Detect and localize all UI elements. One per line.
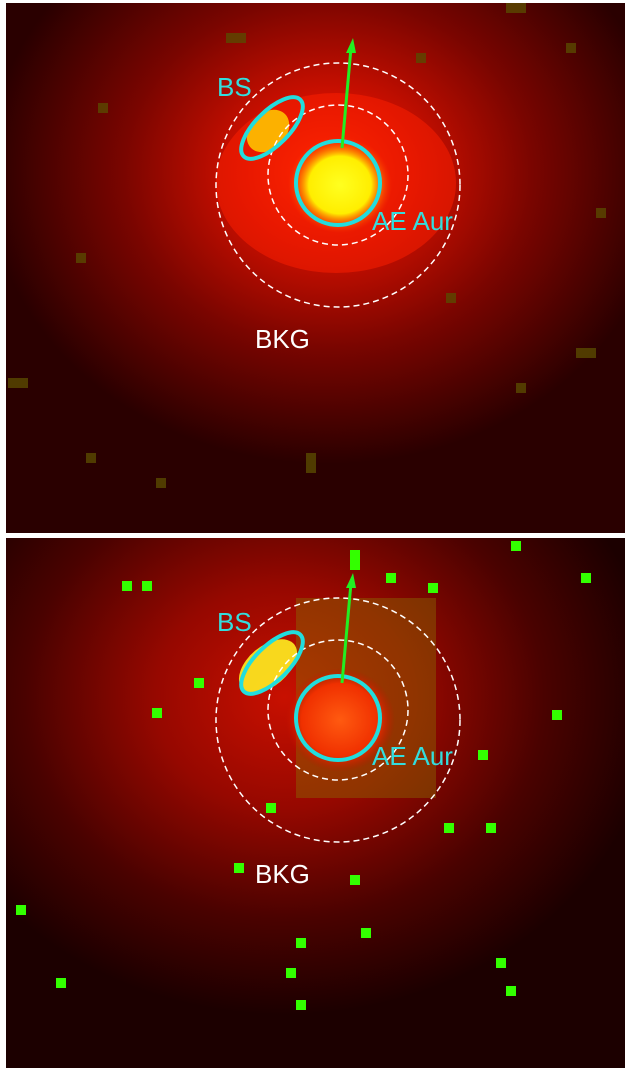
- background-annulus-outer: [215, 62, 461, 308]
- star-region: [294, 674, 382, 762]
- background-label: BKG: [255, 859, 310, 889]
- panel-top: BS AE Aur BKG: [6, 3, 625, 533]
- background-annulus-inner: [267, 639, 409, 781]
- bow-shock-region: [239, 95, 305, 161]
- star-label: AE Aur: [372, 741, 453, 771]
- motion-arrowhead: [346, 573, 356, 588]
- background-label: BKG: [255, 324, 310, 354]
- star-label: AE Aur: [372, 206, 453, 236]
- pixel-noise: [8, 3, 606, 488]
- motion-arrowhead: [346, 38, 356, 53]
- motion-arrow: [340, 47, 353, 149]
- bow-shock-region: [239, 630, 305, 696]
- motion-arrow: [340, 582, 353, 684]
- bow-shock-label: BS: [217, 607, 252, 637]
- image-background: [6, 538, 625, 1068]
- photon-events: [16, 541, 591, 1010]
- background-annulus-outer: [215, 597, 461, 843]
- star-region: [294, 139, 382, 227]
- bow-shock-emission: [238, 639, 298, 693]
- star-emission: [288, 137, 392, 233]
- panel-bottom: BS AE Aur BKG: [6, 538, 625, 1068]
- background-annulus-inner: [267, 104, 409, 246]
- bow-shock-label: BS: [217, 72, 252, 102]
